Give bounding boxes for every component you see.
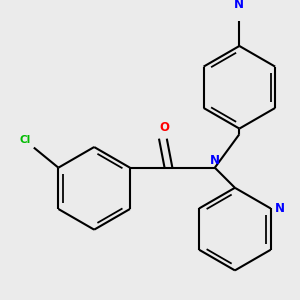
Text: O: O	[160, 121, 170, 134]
Text: N: N	[234, 0, 244, 11]
Text: N: N	[210, 154, 220, 166]
Text: Cl: Cl	[19, 135, 31, 146]
Text: N: N	[275, 202, 285, 215]
